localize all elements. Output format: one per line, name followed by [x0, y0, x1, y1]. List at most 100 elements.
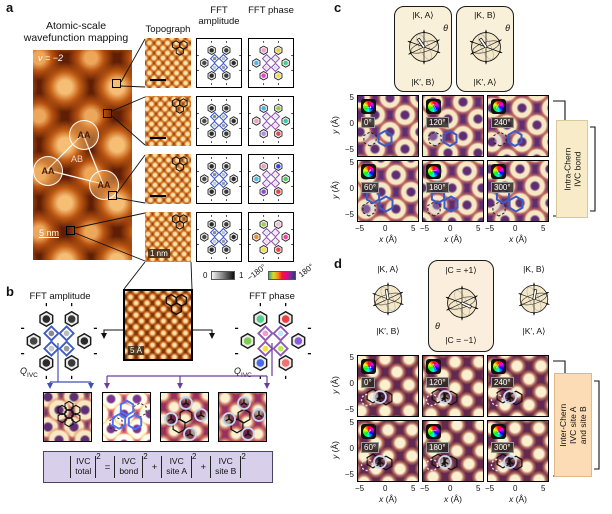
scale-bar-label: 5 nm	[39, 228, 60, 238]
hexagon-cluster-icon	[170, 40, 189, 58]
y-tick: 0	[349, 379, 354, 388]
aa-site-circle: AA	[89, 170, 119, 200]
panel-a-title: Atomic-scale wavefunction mapping	[23, 20, 129, 45]
stm-moire-image: ν = −2 AA AA AA AB 5 nm	[33, 50, 132, 260]
ket-bottom: |K′, B⟩	[376, 326, 400, 336]
theta-label: θ	[443, 23, 448, 33]
wheel-arrow-icon: →	[361, 164, 376, 179]
bloch-sphere	[402, 25, 446, 69]
fft-phase-row2	[248, 96, 294, 146]
y-tick: −5	[344, 470, 354, 479]
c-map-1: → 120°	[422, 95, 484, 157]
site-markers-overlay	[489, 383, 531, 415]
angle-badge: 240°	[491, 117, 514, 128]
ket-top: |K, B⟩	[523, 264, 545, 274]
bond-hexagon-overlay	[107, 399, 150, 441]
bloch-sphere	[440, 281, 484, 325]
fft-amplitude-row2	[196, 96, 242, 146]
x-tick: 5	[411, 484, 416, 493]
x-axis-ticks: −5 0 5	[355, 484, 419, 493]
ivc-site-a-map	[160, 392, 209, 442]
x-tick: 0	[448, 224, 453, 233]
ket-bottom: |K′, B⟩	[411, 77, 435, 87]
d-map-4: → 180°	[422, 420, 484, 482]
wheel-arrow-icon: →	[426, 359, 441, 374]
y-axis-ticks: 5 0 −5	[342, 158, 354, 224]
y-tick: −5	[344, 210, 354, 219]
site-markers-overlay	[424, 448, 466, 480]
b-amp-title: FFT amplitude	[29, 291, 91, 302]
b-topograph-zoom: 5 Å	[123, 289, 193, 361]
y-axis-ticks: 5 0 −5	[342, 353, 354, 419]
angle-badge: 240°	[491, 377, 514, 388]
angle-badge: 180°	[426, 442, 449, 453]
b-phase-title: FFT phase	[249, 291, 295, 302]
x-axis-label: x (Å)	[379, 234, 397, 244]
amp-colorbar-min: 0	[203, 271, 208, 280]
hexagon-pair-overlay	[489, 126, 527, 155]
angle-badge: 60°	[361, 182, 380, 193]
fft-phase-row4	[248, 212, 294, 262]
d-bloch-sphere-left: |K, A⟩ |K′, B⟩	[352, 262, 424, 352]
aa-label: AA	[97, 180, 111, 190]
y-axis-ticks: 5 0 −5	[342, 418, 354, 484]
x-axis-ticks: −5 0 5	[355, 224, 419, 233]
ivc-site-b-map	[218, 392, 267, 442]
angle-badge: 300°	[491, 442, 514, 453]
aa-site-circle: AA	[69, 120, 99, 150]
hexagon-cluster-icon	[170, 156, 189, 174]
hexagon-pair-overlay	[424, 126, 462, 155]
y-axis-label: y (Å)	[329, 116, 340, 134]
x-tick: 0	[513, 224, 518, 233]
phase-wheel-icon: →	[491, 359, 506, 374]
eq-term-bond: IVC bond 2	[114, 452, 148, 478]
ivc-total-map	[43, 392, 92, 442]
x-tick: −5	[420, 224, 430, 233]
scale-bar	[150, 137, 166, 139]
site-markers-overlay	[489, 448, 531, 480]
ket-top: |K, A⟩	[412, 10, 434, 20]
x-tick: 5	[476, 224, 481, 233]
y-tick: 0	[349, 119, 354, 128]
hexagon-pair-overlay	[489, 187, 527, 220]
d-map-3: → 60°	[357, 420, 419, 482]
x-tick: 5	[411, 224, 416, 233]
fft-amplitude-row3	[196, 154, 242, 204]
d-map-2: → 240°	[487, 355, 549, 417]
c-map-3: → 60°	[357, 160, 419, 222]
wheel-arrow-icon: →	[426, 99, 441, 114]
ket-bottom: |K′, A⟩	[473, 77, 497, 87]
fft-amplitude-plot	[197, 39, 241, 87]
topograph-row2	[145, 96, 191, 146]
angle-badge: 120°	[426, 117, 449, 128]
ab-region-label: AB	[71, 154, 84, 164]
hexagon-cluster-overlay	[52, 399, 86, 433]
ivc-bond-map	[102, 392, 151, 442]
q-ivc-label: QIVC	[234, 366, 252, 379]
topograph-row3	[145, 154, 191, 204]
x-tick: −5	[485, 224, 495, 233]
x-tick: 0	[448, 484, 453, 493]
phase-colorbar	[268, 271, 296, 280]
y-tick: 5	[349, 418, 354, 427]
bracket-label-line2: IVC site A	[567, 406, 578, 444]
panel-a-label: a	[6, 0, 14, 15]
phase-wheel-icon: →	[361, 99, 376, 114]
fft-amplitude-row4	[196, 212, 242, 262]
fft-amplitude-plot	[197, 97, 241, 145]
x-axis-label: x (Å)	[444, 234, 462, 244]
phase-wheel-icon: →	[426, 359, 441, 374]
phase-colorbar-min: −180°	[245, 262, 268, 283]
bracket-label-line1: Inter-Chern	[557, 403, 568, 447]
panel-d-label: d	[334, 256, 342, 271]
fft-phase-plot	[249, 39, 293, 87]
col-header-fft-amplitude: FFT amplitude	[198, 5, 240, 27]
fft-amplitude-row1	[196, 38, 242, 88]
x-axis-label: x (Å)	[509, 494, 527, 504]
d-chern-sphere-box: |C = +1⟩ θ |C = −1⟩	[428, 260, 494, 352]
wheel-arrow-icon: →	[491, 424, 506, 439]
c-map-0: → 0°	[357, 95, 419, 157]
fft-phase-plot	[234, 303, 312, 379]
site-markers-overlay	[163, 395, 208, 441]
d-map-5: → 300°	[487, 420, 549, 482]
